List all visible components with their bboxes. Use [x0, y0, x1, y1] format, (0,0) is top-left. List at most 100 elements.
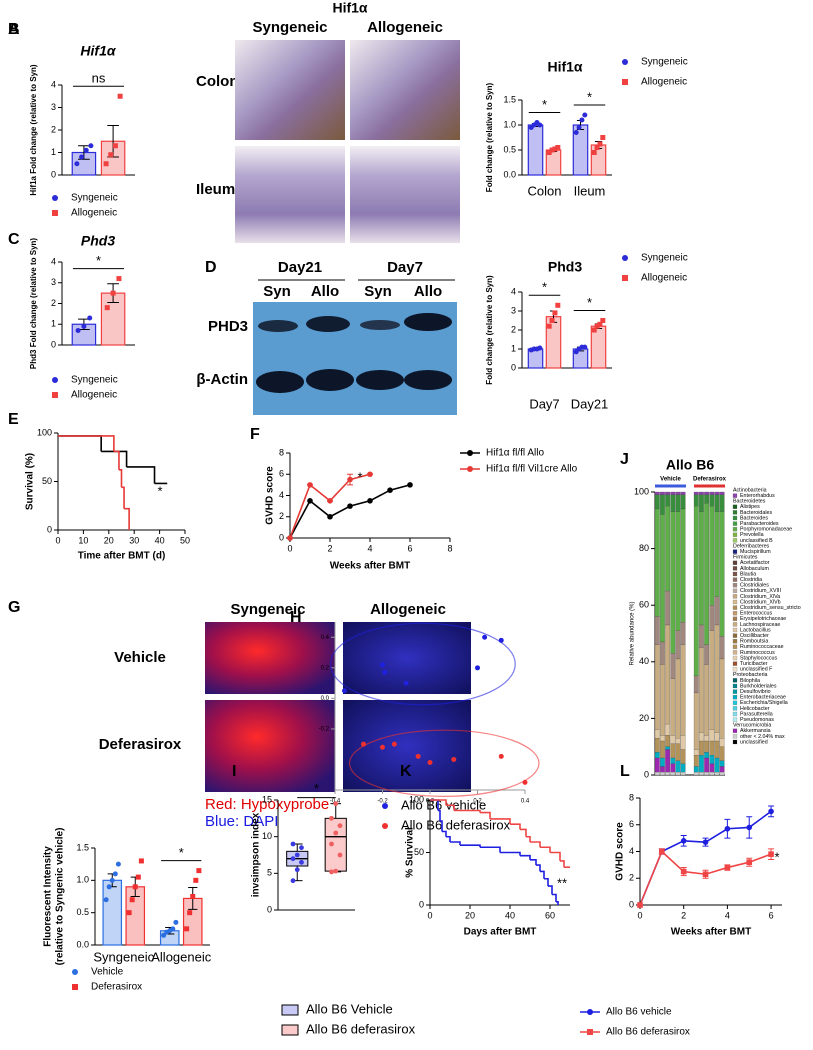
x-tick-label: 0: [55, 535, 60, 545]
data-point: [110, 290, 116, 296]
legend-swatch: [732, 667, 738, 672]
stack-segment: [704, 503, 709, 645]
data-point: [74, 161, 80, 167]
data-point: [475, 665, 480, 671]
survival-step: [510, 823, 521, 830]
stack-segment: [654, 494, 660, 510]
stack-segment: [714, 494, 720, 512]
legend-swatch: [732, 706, 738, 711]
stack-segment: [654, 772, 660, 776]
stack-segment: [699, 755, 704, 773]
data-point: [103, 161, 109, 167]
data-point: [591, 327, 597, 333]
significance-label: *: [774, 849, 779, 864]
legend-label: Hif1α fl/fl Allo: [486, 448, 544, 459]
survival-step: [490, 818, 511, 825]
stack-segment: [665, 723, 670, 736]
stack-segment: [719, 494, 725, 512]
panel-label: D: [205, 259, 217, 276]
legend-label: Romboutsia: [740, 639, 768, 645]
legend-swatch: [732, 577, 738, 582]
data-point: [768, 808, 774, 815]
stack-segment: [670, 735, 676, 744]
stack-segment: [680, 508, 686, 623]
stack-segment: [699, 491, 704, 495]
stack-segment: [670, 494, 676, 512]
data-point: [549, 318, 555, 323]
survival-step: [540, 870, 545, 879]
data-point: [600, 135, 606, 140]
stack-segment: [680, 772, 686, 776]
survival-step: [450, 841, 461, 846]
stack-segment: [660, 772, 665, 776]
significance-label: *: [587, 89, 592, 104]
y-tick-label: 3: [511, 305, 516, 315]
y-tick-label: 4: [51, 79, 56, 89]
legend-swatch: [732, 739, 738, 745]
legend-label: unclassified F: [740, 667, 773, 673]
legend-swatch: [732, 588, 738, 593]
survival-step: [520, 828, 527, 837]
data-point: [680, 868, 687, 875]
y-tick-label: 0.0: [321, 696, 330, 702]
y-tick-label: 4: [51, 256, 56, 266]
legend-swatch: [281, 1004, 299, 1016]
column-label: Syngeneic: [230, 601, 305, 618]
legend-label: Ruminococcaceae: [740, 644, 784, 650]
data-point: [582, 112, 588, 118]
data-point: [680, 838, 687, 844]
data-point: [81, 323, 87, 329]
legend-label: Syngeneic: [71, 193, 118, 204]
x-tick-label: 50: [180, 535, 190, 545]
legend-label: Bilophila: [740, 678, 760, 684]
data-point: [537, 122, 543, 128]
legend-label: Pseudomonas: [740, 717, 774, 723]
panel-label: J: [620, 451, 629, 468]
legend-swatch: [732, 689, 738, 694]
stack-segment: [680, 749, 686, 764]
legend-label: Hif1α fl/fl Vil1cre Allo: [486, 464, 578, 475]
data-point: [173, 919, 179, 925]
survival-step: [548, 885, 553, 895]
y-tick-label: 1.0: [76, 875, 89, 885]
survival-step: [438, 809, 441, 821]
stack-segment: [709, 506, 715, 606]
data-point: [287, 535, 293, 541]
legend-swatch: [732, 493, 738, 498]
confidence-ellipse: [348, 729, 540, 797]
legend-marker: [382, 823, 388, 829]
stack-segment: [654, 752, 660, 759]
x-tick-label: 0: [427, 910, 432, 920]
data-point: [546, 323, 552, 329]
lane-label: Syn: [263, 283, 291, 300]
y-axis-label: GVHD score: [615, 822, 626, 881]
legend-label: Lachnospiraceae: [740, 622, 780, 628]
legend-label: Helicobacter: [740, 706, 770, 712]
stack-segment: [704, 494, 709, 504]
stack-segment: [680, 735, 686, 750]
stack-segment: [714, 732, 720, 742]
stack-segment: [665, 746, 670, 750]
y-tick-label: 4: [629, 846, 634, 856]
data-point: [112, 871, 118, 877]
legend-label: Bacteroidales: [740, 510, 772, 516]
y-tick-label: 3: [51, 277, 56, 287]
confidence-ellipse: [329, 622, 516, 706]
legend-swatch: [732, 599, 738, 605]
legend-label: Burkholderiales: [740, 683, 777, 689]
x-tick-label: Allogeneic: [151, 949, 211, 964]
stack-segment: [693, 491, 699, 495]
band: [306, 316, 350, 332]
y-tick-label: 0: [279, 532, 284, 542]
box: [324, 817, 347, 872]
stack-segment: [654, 508, 660, 617]
legend-marker: [467, 466, 473, 472]
y-tick-label: 40: [639, 656, 649, 666]
y-tick-label: 0.5: [503, 144, 516, 154]
stack-segment: [675, 658, 681, 739]
stack-segment: [699, 494, 704, 512]
y-axis-label: Phd3 Fold change (relative to Syn): [29, 238, 38, 369]
stack-segment: [699, 624, 704, 648]
y-tick-label: 2: [51, 298, 56, 308]
y-tick-label: 50: [414, 847, 424, 857]
